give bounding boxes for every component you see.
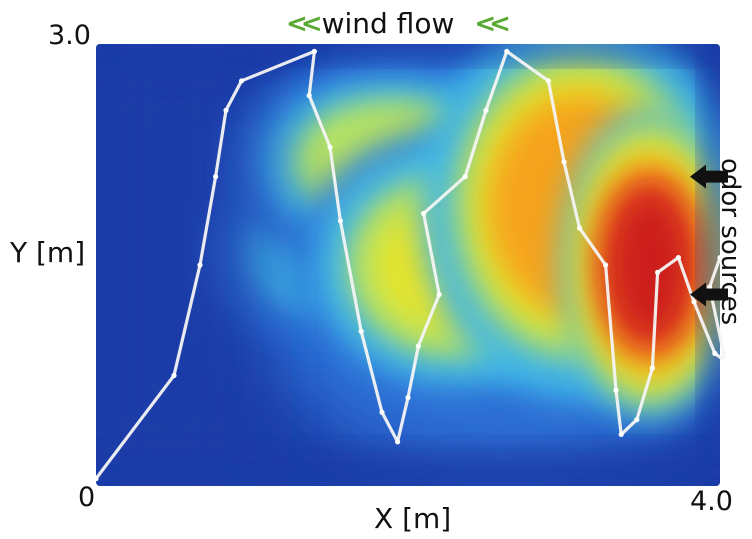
- robot-path-point: [634, 417, 640, 423]
- robot-path-point: [545, 78, 552, 84]
- arrow-left-icon: [690, 282, 728, 307]
- double-chevron-left-icon: <<: [474, 8, 510, 39]
- robot-path-point: [239, 78, 245, 84]
- robot-path-point: [613, 387, 619, 393]
- odor-sources-annotation: odor sources: [715, 158, 745, 326]
- robot-path-point: [603, 262, 609, 268]
- robot-path-point: [722, 358, 728, 364]
- robot-path-point: [655, 269, 661, 275]
- robot-path-point: [379, 409, 385, 415]
- robot-path-point: [561, 159, 567, 165]
- robot-path-point: [213, 174, 219, 180]
- robot-path-point: [223, 107, 229, 113]
- y-axis-label: Y [m]: [10, 236, 86, 269]
- wind-flow-annotation: << wind flow <<: [286, 7, 511, 40]
- robot-path-point: [577, 225, 583, 231]
- robot-path-point: [649, 365, 656, 371]
- robot-path-point: [93, 476, 99, 482]
- robot-path-point: [358, 328, 364, 334]
- robot-path-point: [306, 92, 312, 99]
- x-axis-label: X [m]: [374, 502, 452, 535]
- robot-path-point: [395, 439, 401, 445]
- heatmap-edge: [96, 44, 258, 486]
- robot-path-point: [462, 174, 468, 180]
- robot-path-point: [197, 262, 203, 268]
- wind-flow-text: wind flow: [321, 7, 455, 40]
- y-tick-max: 3.0: [48, 20, 91, 51]
- robot-path-point: [436, 291, 442, 298]
- double-chevron-left-icon: <<: [286, 8, 322, 39]
- robot-path-point: [421, 210, 427, 217]
- robot-path-point: [707, 284, 713, 290]
- x-tick-zero: 0: [78, 482, 96, 513]
- robot-path-point: [337, 218, 343, 224]
- robot-path-point: [171, 372, 177, 379]
- robot-path-point: [717, 255, 723, 261]
- odor-source-arrows: [690, 164, 728, 307]
- robot-path-point: [483, 107, 489, 113]
- robot-path-point: [504, 48, 510, 54]
- heatmap-edge: [706, 44, 720, 486]
- robot-path: [93, 48, 728, 482]
- heatmap-field: [96, 44, 720, 486]
- heatmap-cell: [606, 187, 693, 343]
- robot-path-point: [618, 431, 624, 438]
- robot-path-point: [415, 343, 421, 349]
- arrow-left-icon: [690, 164, 728, 189]
- robot-path-point: [691, 299, 697, 305]
- robot-path-point: [311, 48, 317, 54]
- robot-path-point: [405, 395, 411, 401]
- x-tick-max: 4.0: [690, 486, 733, 517]
- robot-path-point: [675, 255, 682, 261]
- robot-path-point: [327, 144, 333, 150]
- robot-path-point: [712, 350, 718, 356]
